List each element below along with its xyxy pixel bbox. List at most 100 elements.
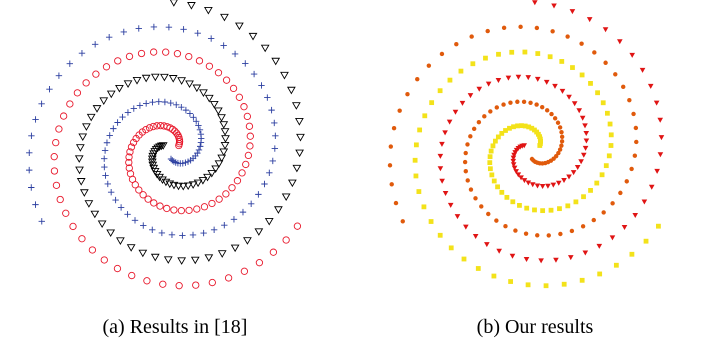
panel-a-series-2-point xyxy=(291,102,301,110)
panel-b-series-0-point xyxy=(553,153,559,159)
panel-a-series-1-point xyxy=(50,167,59,175)
panel-a-series-1-point xyxy=(150,199,158,207)
panel-a-series-0-point xyxy=(130,105,137,112)
panel-b-series-2-point xyxy=(566,174,572,180)
panel-b-series-1-point xyxy=(417,127,423,133)
panel-b-series-1-point xyxy=(547,54,553,60)
panel-b-series-0-point xyxy=(580,224,586,229)
panel-a-series-1-point xyxy=(125,52,134,61)
panel-b-series-2-point xyxy=(459,100,466,106)
panel-a-series-2-point xyxy=(178,182,188,191)
panel-a-series-0-point xyxy=(38,100,45,107)
panel-b-series-1-point xyxy=(522,123,528,129)
panel-b-series-2-point xyxy=(545,183,551,189)
panel-a-series-1-point xyxy=(113,264,122,273)
panel-b-series-2-point xyxy=(561,178,567,184)
panel-a-series-0-point xyxy=(189,231,197,239)
panel-b-series-2-point xyxy=(515,172,522,178)
panel-b-series-2-point xyxy=(648,184,655,190)
panel-a-series-0-point xyxy=(150,23,158,31)
panel-a-series-1-point xyxy=(125,153,133,161)
panel-b-series-2-point xyxy=(553,257,559,263)
panel-a-series-0-point xyxy=(179,232,186,239)
panel-a-series-2-point xyxy=(230,244,240,253)
panel-b-series-0-point xyxy=(556,150,561,156)
panel-b-series-0-point xyxy=(468,187,474,192)
panel-b-series-2-point xyxy=(442,130,448,136)
panel-b-series-0-point xyxy=(534,25,540,31)
panel-b-series-2-point xyxy=(496,248,502,254)
panel-a-series-0-point xyxy=(169,157,176,164)
panel-a-series-2-point xyxy=(243,237,252,245)
panel-b-series-0-point xyxy=(486,211,491,217)
panel-b-series-1-point xyxy=(495,184,500,190)
panel-a-series-1-point xyxy=(240,103,248,111)
panel-b-series-0-point xyxy=(503,224,508,229)
panel-a-series-2-point xyxy=(219,121,229,129)
panel-b-series-1-point xyxy=(579,277,585,283)
panel-a-series-0-point xyxy=(105,33,113,41)
panel-b-series-1-point xyxy=(510,199,516,205)
panel-b-series-1-point xyxy=(565,203,571,209)
panel-b-series-2-point xyxy=(511,152,517,158)
panel-b-series-0-point xyxy=(494,218,499,223)
panel-b-series-1-point xyxy=(557,206,562,212)
panel-b-series-1-point xyxy=(613,262,619,268)
panel-a-series-1-point xyxy=(156,121,165,130)
panel-a-series-0-point xyxy=(106,132,113,139)
panel-b-series-2-point xyxy=(621,225,628,231)
panel-b-series-2-point xyxy=(525,75,532,81)
panel-a-series-1-point xyxy=(159,280,167,288)
panel-a-series-2-point xyxy=(217,250,227,258)
panel-a-series-1-point xyxy=(175,282,183,290)
panel-a-series-2-point xyxy=(132,77,142,85)
panel-a-series-2-point xyxy=(220,142,230,150)
panel-b-series-1-point xyxy=(607,121,613,127)
panel-b-series-1-point xyxy=(470,61,476,67)
panel-b-series-0-point xyxy=(468,134,473,139)
panel-b-series-2-point xyxy=(484,242,490,248)
panel-a-series-0-point xyxy=(112,196,119,204)
panel-b-series-2-point xyxy=(582,123,588,129)
panel-b-series-2-point xyxy=(512,150,518,156)
panel-a-series-0-point xyxy=(186,110,194,117)
panel-b-series-0-point xyxy=(591,217,596,223)
panel-a-series-2-point xyxy=(220,128,230,136)
panel-b-series-0-point xyxy=(621,84,626,90)
panel-a-series-0-point xyxy=(32,116,39,123)
panel-a-series-2-point xyxy=(217,114,226,122)
panel-a-series-2-point xyxy=(211,165,221,173)
panel-a-series-1-point xyxy=(228,184,236,192)
panel-b-series-1-point xyxy=(603,163,609,169)
panel-b-series-1-point xyxy=(588,80,593,86)
panel-b-series-1-point xyxy=(532,207,537,213)
panel-a-series-2-point xyxy=(99,97,109,105)
panel-a-series-2-point xyxy=(138,249,148,258)
panel-a-series-1-point xyxy=(73,89,82,97)
panel-b-series-0-point xyxy=(454,42,459,47)
panel-a-series-2-point xyxy=(177,77,187,85)
panel-b-series-0-point xyxy=(559,139,565,144)
panel-b-series-0-point xyxy=(400,219,405,224)
panel-a-series-0-point xyxy=(230,216,238,223)
panel-b-series-1-point xyxy=(499,130,505,136)
panel-a-series-0-point xyxy=(38,218,45,225)
panel-a-series-1-point xyxy=(78,235,86,243)
panel-a-series-2-point xyxy=(106,229,116,238)
panel-a-series-2-point xyxy=(207,169,217,178)
panel-b-series-1-point xyxy=(588,187,593,193)
panel-b-series-1-point xyxy=(495,134,501,140)
panel-b-series-1-point xyxy=(458,68,464,74)
panel-b-series-0-point xyxy=(494,105,499,110)
panel-a-series-2-point xyxy=(158,176,167,184)
panel-b-series-1-point xyxy=(522,49,528,55)
panel-a-series-2-point xyxy=(115,84,124,93)
panel-b-series-2-point xyxy=(617,39,623,45)
panel-a-series-0-point xyxy=(182,159,189,166)
panel-a-series-1-point xyxy=(172,129,181,137)
panel-b-series-0-point xyxy=(559,134,565,140)
panel-b-series-2-point xyxy=(578,159,584,165)
panel-b-series-1-point xyxy=(600,100,606,106)
panel-b-series-2-point xyxy=(571,101,578,107)
panel-b-plot xyxy=(387,0,665,289)
